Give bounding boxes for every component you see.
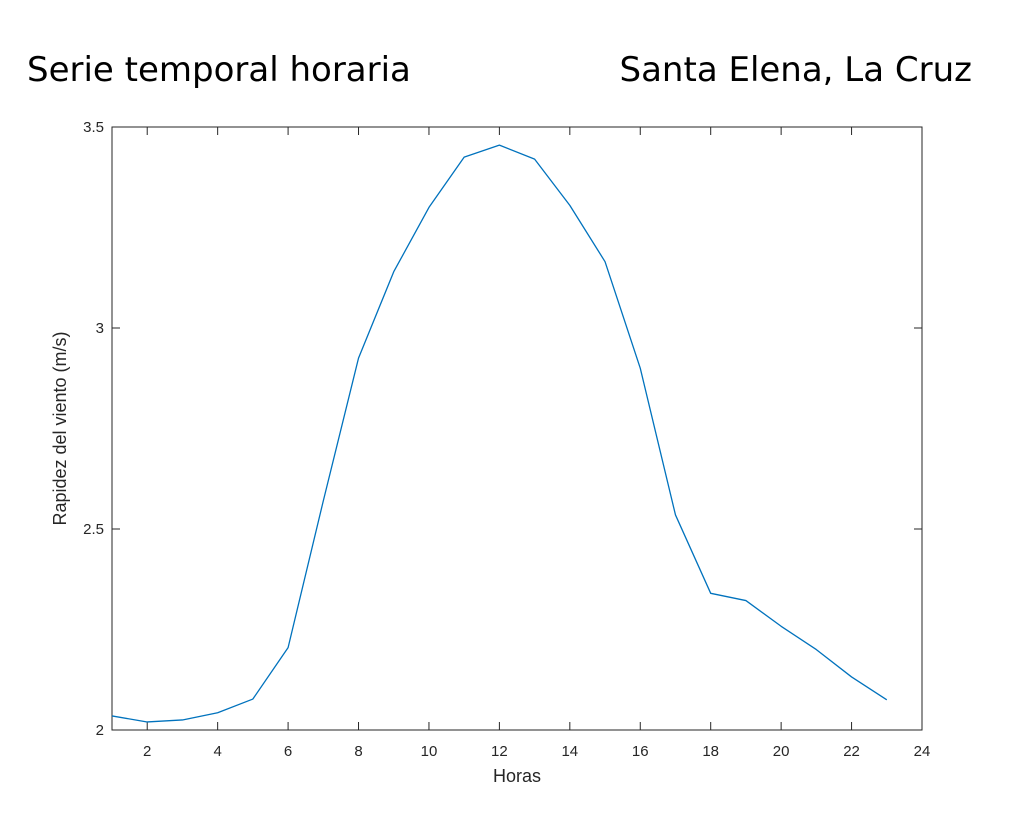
plot-box	[111, 126, 923, 731]
x-tick-label: 8	[354, 743, 362, 760]
x-tick-label: 4	[213, 743, 221, 760]
x-tick-label: 12	[491, 743, 508, 760]
chart-title-right: Santa Elena, La Cruz	[619, 50, 972, 90]
x-tick-label: 2	[143, 743, 151, 760]
x-tick-label: 16	[632, 743, 649, 760]
x-tick-label: 20	[773, 743, 790, 760]
y-tick-label: 2	[96, 722, 104, 739]
x-tick-label: 10	[421, 743, 438, 760]
series-line	[111, 144, 888, 723]
x-axis-label: Horas	[493, 766, 541, 786]
y-tick-label: 3.5	[83, 119, 104, 136]
x-tick-label: 18	[702, 743, 719, 760]
y-axis-label: Rapidez del viento (m/s)	[50, 331, 70, 525]
y-tick-label: 3	[96, 320, 104, 337]
chart-title-left: Serie temporal horaria	[27, 50, 411, 90]
x-tick-label: 22	[843, 743, 860, 760]
y-tick-label: 2.5	[83, 521, 104, 538]
x-tick-label: 6	[284, 743, 292, 760]
series-group	[111, 144, 888, 723]
x-tick-label: 14	[561, 743, 578, 760]
x-tick-label: 24	[914, 743, 931, 760]
